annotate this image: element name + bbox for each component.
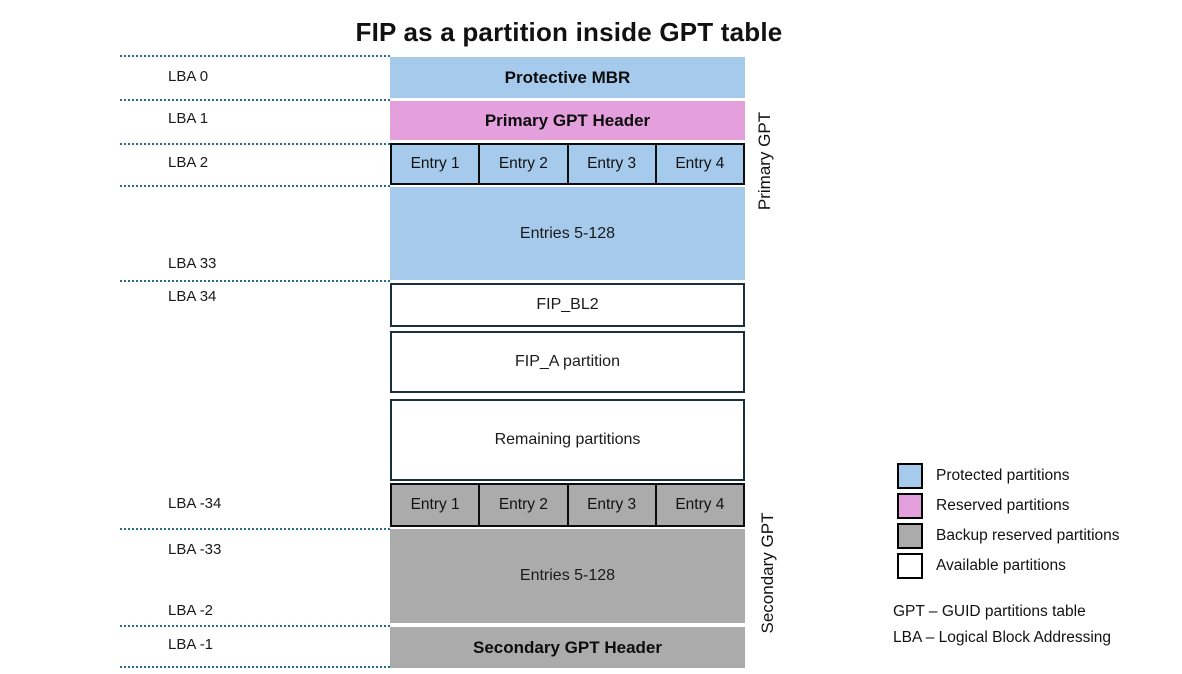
reserved-color-swatch xyxy=(897,493,923,519)
block-primary-gpt-header: Primary GPT Header xyxy=(390,101,745,140)
legend-row-protected: Protected partitions xyxy=(897,461,1120,491)
dotted-line xyxy=(120,666,390,668)
protected-color-swatch xyxy=(897,463,923,489)
lba-label-m33: LBA -33 xyxy=(168,541,222,558)
diagram-title: FIP as a partition inside GPT table xyxy=(355,17,783,47)
legend-label: Backup reserved partitions xyxy=(936,527,1120,544)
legend-label: Available partitions xyxy=(936,557,1066,574)
block-secondary-entries-5-128: Entries 5-128 xyxy=(390,529,745,623)
lba-label-m2: LBA -2 xyxy=(168,602,214,619)
secondary-entry-row: Entry 1 Entry 2 Entry 3 Entry 4 xyxy=(390,483,745,527)
block-fip-bl2: FIP_BL2 xyxy=(390,283,745,327)
block-secondary-gpt-header: Secondary GPT Header xyxy=(390,627,745,668)
backup-color-swatch xyxy=(897,523,923,549)
lba-label-2: LBA 2 xyxy=(168,154,209,171)
legend-label: Protected partitions xyxy=(936,467,1070,484)
dotted-line xyxy=(120,625,390,627)
secondary-entry-3: Entry 3 xyxy=(568,485,657,525)
primary-gpt-side-label: Primary GPT xyxy=(755,111,774,211)
legend-row-backup: Backup reserved partitions xyxy=(897,521,1120,551)
available-color-swatch xyxy=(897,553,923,579)
secondary-gpt-side-label: Secondary GPT xyxy=(758,512,777,634)
block-primary-entries-5-128: Entries 5-128 xyxy=(390,187,745,280)
primary-entry-2: Entry 2 xyxy=(480,145,569,183)
legend-row-available: Available partitions xyxy=(897,551,1120,581)
secondary-entry-1: Entry 1 xyxy=(392,485,481,525)
block-fip-a-partition: FIP_A partition xyxy=(390,331,745,393)
dotted-line xyxy=(120,143,390,145)
block-protective-mbr: Protective MBR xyxy=(390,57,745,98)
dotted-line xyxy=(120,528,390,530)
secondary-entry-4: Entry 4 xyxy=(656,485,743,525)
lba-label-m1: LBA -1 xyxy=(168,636,214,653)
primary-entry-4: Entry 4 xyxy=(656,145,743,183)
dotted-line xyxy=(120,280,390,282)
legend: Protected partitions Reserved partitions… xyxy=(897,461,1120,581)
primary-entry-3: Entry 3 xyxy=(568,145,657,183)
gpt-abbreviation: GPT – GUID partitions table xyxy=(893,603,1086,620)
lba-label-0: LBA 0 xyxy=(168,68,209,85)
lba-abbreviation: LBA – Logical Block Addressing xyxy=(893,629,1111,646)
primary-entry-1: Entry 1 xyxy=(392,145,481,183)
dotted-line xyxy=(120,55,390,57)
lba-label-1: LBA 1 xyxy=(168,110,209,127)
lba-label-m34: LBA -34 xyxy=(168,495,222,512)
legend-row-reserved: Reserved partitions xyxy=(897,491,1120,521)
block-remaining-partitions: Remaining partitions xyxy=(390,399,745,481)
secondary-entry-2: Entry 2 xyxy=(480,485,569,525)
primary-entry-row: Entry 1 Entry 2 Entry 3 Entry 4 xyxy=(390,143,745,185)
legend-label: Reserved partitions xyxy=(936,497,1070,514)
dotted-line xyxy=(120,185,390,187)
dotted-line xyxy=(120,99,390,101)
lba-label-34: LBA 34 xyxy=(168,288,217,305)
lba-label-33: LBA 33 xyxy=(168,255,217,272)
